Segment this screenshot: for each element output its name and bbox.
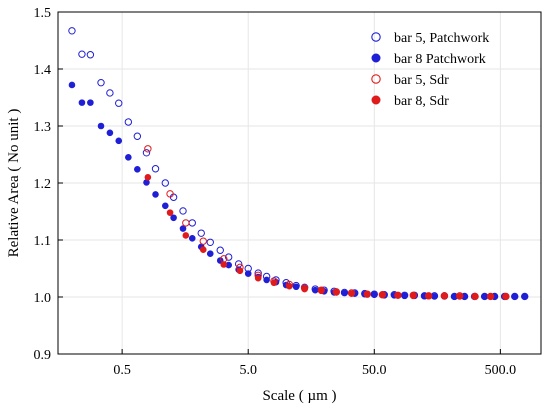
x-tick-label: 50.0 (362, 363, 387, 378)
data-point (106, 89, 114, 97)
y-tick-label: 1.2 (34, 177, 52, 192)
data-point (188, 234, 196, 242)
data-point (311, 286, 319, 294)
data-point (182, 232, 190, 239)
data-point (197, 229, 205, 237)
data-point (471, 293, 479, 300)
x-tick-label: 5.0 (239, 363, 257, 378)
data-point (182, 219, 190, 227)
y-tick-label: 0.9 (34, 348, 52, 363)
legend: bar 5, Patchwork bar 8 Patchwork bar 5, Sd… (371, 31, 489, 109)
data-point (410, 292, 417, 300)
data-point (379, 291, 386, 299)
data-point (286, 282, 293, 290)
data-point (487, 293, 494, 300)
data-point (263, 276, 270, 284)
data-point (502, 293, 510, 300)
data-point (481, 293, 488, 300)
data-point (115, 137, 123, 145)
y-tick-label: 1.4 (34, 63, 52, 78)
legend-entry-label: bar 8 Patchwork (394, 52, 486, 67)
data-point (333, 289, 340, 296)
series-4 (144, 174, 510, 300)
data-point (394, 291, 402, 299)
data-point (133, 132, 142, 140)
data-point (301, 285, 308, 293)
data-point (224, 253, 233, 261)
data-point (179, 225, 187, 232)
legend-marker (371, 95, 381, 105)
data-point (151, 165, 160, 173)
data-point (166, 190, 174, 198)
y-tick-label: 1.3 (34, 120, 52, 135)
data-point (142, 149, 151, 157)
data-point (78, 99, 86, 106)
data-point (244, 270, 252, 277)
legend-entry-label: bar 5, Sdr (394, 73, 449, 88)
data-point (341, 289, 348, 297)
grid (58, 12, 541, 354)
series-3 (144, 145, 510, 301)
data-point (199, 246, 207, 253)
data-point (134, 166, 141, 173)
data-point (125, 154, 132, 161)
data-point (270, 279, 278, 287)
y-tick-label: 1.0 (34, 291, 52, 306)
data-point (521, 293, 529, 300)
legend-marker (371, 53, 381, 63)
data-point (68, 27, 76, 35)
data-point (206, 250, 214, 257)
data-point (97, 122, 105, 130)
data-point (216, 246, 224, 254)
data-point (441, 292, 448, 300)
data-points (68, 27, 529, 301)
axis-ticks: 0.5 5.0 50.0 500.0 0.9 1.0 1.1 1.2 1.3 1.4 1.5 (34, 6, 517, 378)
x-tick-label: 0.5 (113, 363, 131, 378)
data-point (401, 292, 408, 300)
data-point (166, 209, 174, 216)
data-point (199, 237, 207, 245)
series-2 (68, 81, 529, 300)
data-point (188, 219, 196, 227)
data-point (152, 191, 159, 198)
x-tick-label: 500.0 (485, 363, 517, 378)
data-point (370, 291, 378, 299)
data-point (144, 145, 152, 153)
data-point (87, 99, 94, 106)
data-point (115, 99, 123, 107)
data-point (431, 293, 438, 300)
series-1 (68, 27, 529, 301)
data-point (318, 287, 325, 295)
data-point (68, 81, 76, 89)
legend-marker (371, 74, 381, 84)
data-point (97, 78, 105, 87)
data-point (236, 267, 244, 275)
data-point (124, 118, 133, 126)
data-point (161, 179, 170, 187)
data-point (78, 50, 86, 58)
x-axis-title: Scale ( µm ) (262, 388, 336, 404)
data-point (348, 290, 355, 297)
legend-entry-label: bar 8, Sdr (394, 94, 449, 109)
data-point (254, 274, 262, 282)
legend-marker (371, 32, 381, 42)
data-point (170, 214, 177, 222)
data-point (220, 261, 228, 268)
data-point (144, 174, 152, 181)
data-point (162, 202, 169, 210)
y-axis-title: Relative Area ( No unit ) (6, 109, 22, 258)
y-tick-label: 1.1 (34, 234, 52, 249)
data-point (179, 207, 187, 215)
data-point (425, 292, 432, 300)
data-point (86, 51, 95, 59)
data-point (106, 129, 114, 137)
data-point (511, 293, 519, 300)
y-tick-label: 1.5 (34, 6, 52, 21)
legend-entry-label: bar 5, Patchwork (394, 31, 489, 46)
data-point (292, 283, 300, 291)
data-point (456, 293, 464, 300)
data-point (363, 290, 371, 298)
data-point (206, 238, 214, 246)
